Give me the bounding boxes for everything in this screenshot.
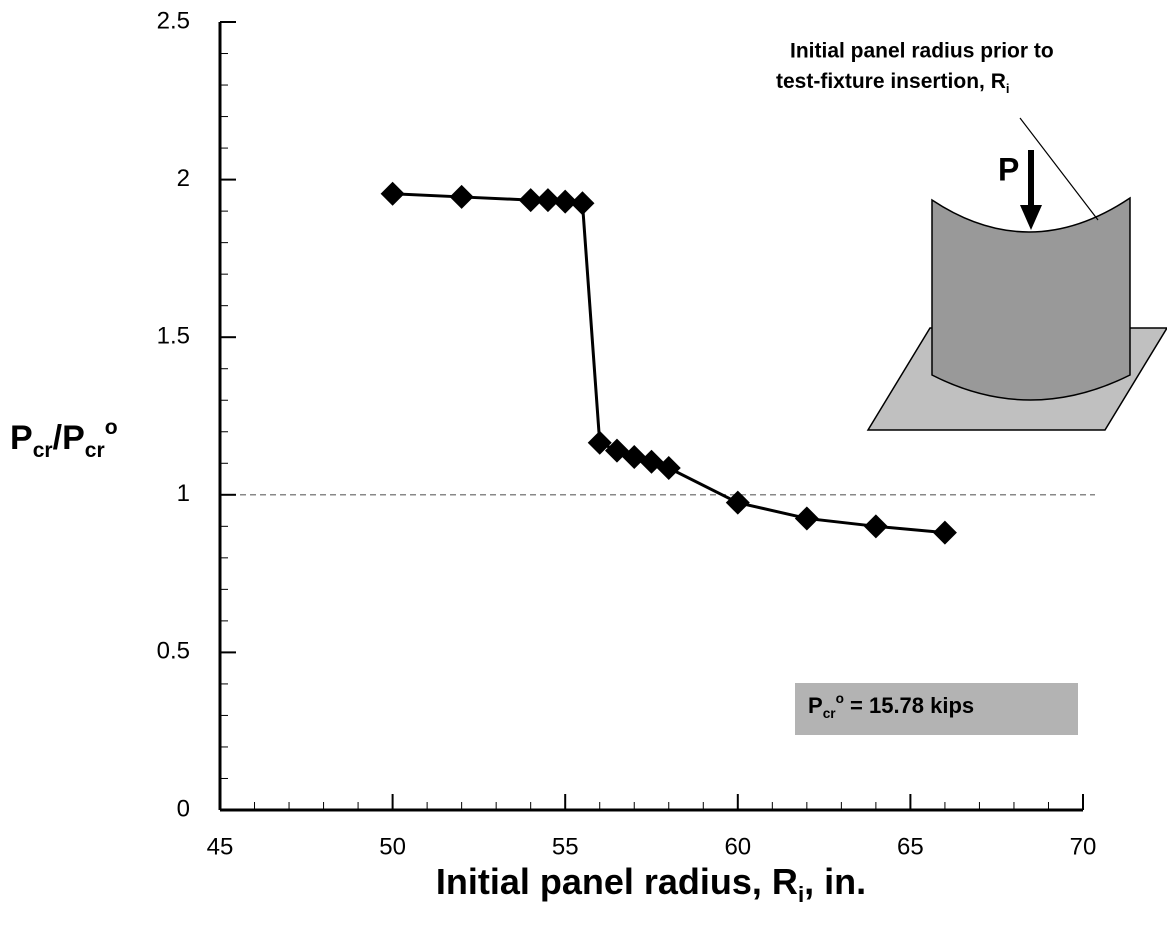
- load-label: P: [998, 151, 1019, 187]
- y-tick-label: 2: [177, 165, 190, 192]
- data-point: [380, 181, 405, 206]
- annotation: test-fixture insertion, Ri: [776, 70, 1010, 96]
- x-tick-label: 50: [379, 833, 406, 860]
- data-point: [587, 430, 612, 455]
- note-part: = 15.78 kips: [844, 693, 974, 718]
- data-point: [449, 184, 474, 209]
- load-arrow-head: [1020, 205, 1042, 230]
- data-line: [392, 192, 946, 535]
- y-tick-label: 2.5: [157, 7, 190, 34]
- data-point: [535, 188, 560, 213]
- note-part: P: [808, 693, 823, 718]
- annotation-part: i: [1006, 81, 1010, 96]
- note-part: cr: [823, 706, 837, 721]
- data-point: [570, 191, 595, 216]
- x-tick-label: 65: [897, 833, 924, 860]
- panel-illustration: P: [866, 117, 1167, 431]
- y-axis-label-part: /P: [53, 419, 85, 457]
- x-axis-label-part: i: [798, 882, 804, 907]
- annotation-part: test-fixture insertion, R: [776, 70, 1006, 93]
- x-axis-label-part: , in.: [804, 861, 866, 902]
- x-tick-label: 55: [552, 833, 579, 860]
- data-point: [622, 444, 647, 469]
- note-box: [795, 683, 1078, 735]
- data-point: [553, 189, 578, 214]
- x-axis-label: Initial panel radius, Ri, in.: [436, 861, 866, 908]
- y-tick-label: 0.5: [157, 638, 190, 665]
- data-point: [932, 520, 957, 545]
- annotation: Initial panel radius prior to: [790, 40, 1054, 63]
- data-point: [725, 490, 750, 515]
- y-tick-label: 0: [177, 795, 190, 822]
- x-axis-label-part: Initial panel radius, R: [436, 861, 798, 902]
- x-tick-label: 45: [207, 833, 234, 860]
- y-axis-label-part: o: [105, 416, 118, 439]
- data-point: [794, 506, 819, 531]
- x-tick-label: 60: [724, 833, 751, 860]
- curved-panel: [931, 196, 1131, 401]
- data-point: [863, 514, 888, 539]
- leader-line: [1019, 117, 1099, 221]
- note: Pcro = 15.78 kips: [808, 691, 974, 721]
- data-point: [656, 456, 681, 481]
- note-part: o: [836, 691, 844, 706]
- y-axis-label-part: P: [10, 419, 33, 457]
- y-axis-label-part: cr: [33, 439, 53, 462]
- x-tick-label: 70: [1070, 833, 1097, 860]
- y-axis-label: Pcr/Pcro: [10, 416, 118, 462]
- data-point: [518, 188, 543, 213]
- y-axis-label-part: cr: [85, 439, 105, 462]
- y-tick-label: 1.5: [157, 323, 190, 350]
- y-tick-label: 1: [177, 480, 190, 507]
